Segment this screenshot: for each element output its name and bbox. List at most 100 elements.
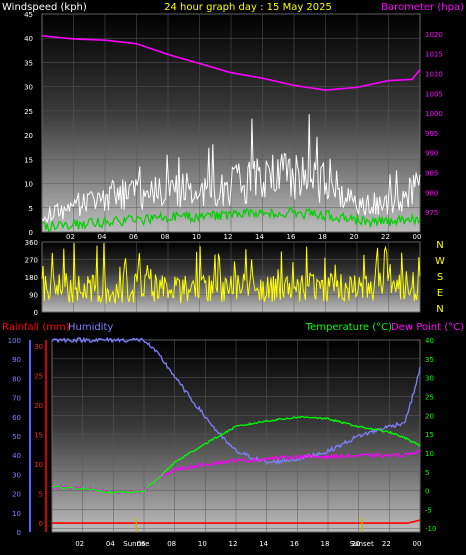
hour-tick-label: 00 xyxy=(413,540,422,548)
temperature-axis-label: Temperature (°C) xyxy=(305,322,392,333)
baro-tick-label: 1020 xyxy=(425,31,443,39)
temperature-tick-label: 5 xyxy=(425,469,429,477)
humidity-tick-label: 20 xyxy=(12,491,21,499)
hour-tick-label: 10 xyxy=(198,540,207,548)
direction-tick-label: 180 xyxy=(25,274,38,282)
rain-tick-label: 0 xyxy=(39,520,43,528)
direction-tick-label: 0 xyxy=(34,309,38,317)
sunrise-label: Sunrise xyxy=(123,540,149,548)
compass-label: N xyxy=(436,304,443,315)
hour-tick-label: 14 xyxy=(255,233,264,241)
sunset-label: Sunset xyxy=(350,540,374,548)
windspeed-axis-label: Windspeed (kph) xyxy=(2,2,87,13)
wind-direction-line xyxy=(41,242,421,304)
humidity-tick-label: 70 xyxy=(12,395,21,403)
wind-average-line xyxy=(42,206,421,232)
humidity-tick-label: 80 xyxy=(12,375,21,383)
dewpoint-axis-label: Dew Point (°C) xyxy=(391,322,464,333)
compass-label: E xyxy=(437,288,443,299)
humidity-tick-label: 40 xyxy=(12,452,21,460)
hour-tick-label: 12 xyxy=(229,540,238,548)
baro-tick-label: 980 xyxy=(425,189,438,197)
rain-tick-label: 15 xyxy=(34,432,43,440)
hour-tick-label: 22 xyxy=(382,540,391,548)
rain-tick-label: 25 xyxy=(34,372,43,380)
direction-tick-label: 270 xyxy=(25,257,38,265)
hour-tick-label: 04 xyxy=(106,540,115,548)
wind-tick-label: 5 xyxy=(29,205,33,213)
hour-tick-label: 02 xyxy=(66,233,75,241)
rain-tick-label: 5 xyxy=(39,491,43,499)
temperature-tick-label: 40 xyxy=(425,337,434,345)
baro-tick-label: 975 xyxy=(425,209,438,217)
temperature-tick-label: 0 xyxy=(425,488,429,496)
barometer-axis-label: Barometer (hpa) xyxy=(381,2,464,13)
graph-title: 24 hour graph day : 15 May 2025 xyxy=(164,2,332,13)
humidity-tick-label: 50 xyxy=(12,433,21,441)
humidity-tick-label: 10 xyxy=(12,510,21,518)
humidity-tick-label: 0 xyxy=(17,529,21,537)
barometer-line xyxy=(41,35,421,91)
wind-tick-label: 20 xyxy=(24,132,33,140)
hour-tick-label: 20 xyxy=(351,540,360,548)
hour-tick-label: 02 xyxy=(75,540,84,548)
baro-tick-label: 985 xyxy=(425,170,438,178)
wind-tick-label: 40 xyxy=(24,35,33,43)
rain-tick-label: 20 xyxy=(34,402,43,410)
humidity-tick-label: 60 xyxy=(12,414,21,422)
humidity-tick-label: 30 xyxy=(12,471,21,479)
hour-tick-label: 12 xyxy=(224,233,233,241)
humidity-line xyxy=(51,336,421,466)
temperature-tick-label: 25 xyxy=(425,393,434,401)
baro-tick-label: 1015 xyxy=(425,51,443,59)
compass-label: S xyxy=(437,272,443,283)
wind-tick-label: 30 xyxy=(24,84,33,92)
temperature-line xyxy=(51,415,421,494)
temperature-tick-label: -10 xyxy=(425,525,436,533)
wind-tick-label: 45 xyxy=(24,11,33,19)
hour-tick-label: 18 xyxy=(321,540,330,548)
hour-tick-label: 04 xyxy=(98,233,107,241)
hour-tick-label: 16 xyxy=(287,233,296,241)
hour-tick-label: 06 xyxy=(137,540,146,548)
wind-gust-line xyxy=(41,114,421,224)
temperature-tick-label: -5 xyxy=(425,506,432,514)
temperature-tick-label: 15 xyxy=(425,431,434,439)
hour-tick-label: 10 xyxy=(192,233,201,241)
baro-tick-label: 990 xyxy=(425,150,438,158)
wind-tick-label: 35 xyxy=(24,59,33,67)
rainfall-line xyxy=(52,519,421,524)
compass-label: N xyxy=(436,240,443,251)
wind-tick-label: 25 xyxy=(24,108,33,116)
hour-tick-label: 06 xyxy=(129,233,138,241)
humidity-axis-label: Humidity xyxy=(68,322,113,333)
direction-tick-label: 360 xyxy=(25,239,38,247)
hour-tick-label: 22 xyxy=(381,233,390,241)
temperature-tick-label: 30 xyxy=(425,375,434,383)
humidity-tick-label: 90 xyxy=(12,356,21,364)
wind-tick-label: 0 xyxy=(29,229,33,237)
rain-tick-label: 30 xyxy=(34,343,43,351)
rain-tick-label: 10 xyxy=(34,461,43,469)
hour-tick-label: 20 xyxy=(350,233,359,241)
temperature-tick-label: 10 xyxy=(425,450,434,458)
wind-tick-label: 10 xyxy=(24,181,33,189)
hour-tick-label: 18 xyxy=(318,233,327,241)
direction-tick-label: 90 xyxy=(29,292,38,300)
humidity-tick-label: 100 xyxy=(8,337,21,345)
temperature-tick-label: 20 xyxy=(425,412,434,420)
baro-tick-label: 1010 xyxy=(425,70,443,78)
baro-tick-label: 1000 xyxy=(425,110,443,118)
hour-tick-label: 08 xyxy=(167,540,176,548)
hour-tick-label: 16 xyxy=(290,540,299,548)
temperature-tick-label: 35 xyxy=(425,356,434,364)
wind-tick-label: 15 xyxy=(24,156,33,164)
compass-label: W xyxy=(435,256,445,267)
baro-tick-label: 1005 xyxy=(425,90,443,98)
baro-tick-label: 995 xyxy=(425,130,438,138)
hour-tick-label: 00 xyxy=(413,233,422,241)
rainfall-axis-label: Rainfall (mm) xyxy=(2,322,70,333)
